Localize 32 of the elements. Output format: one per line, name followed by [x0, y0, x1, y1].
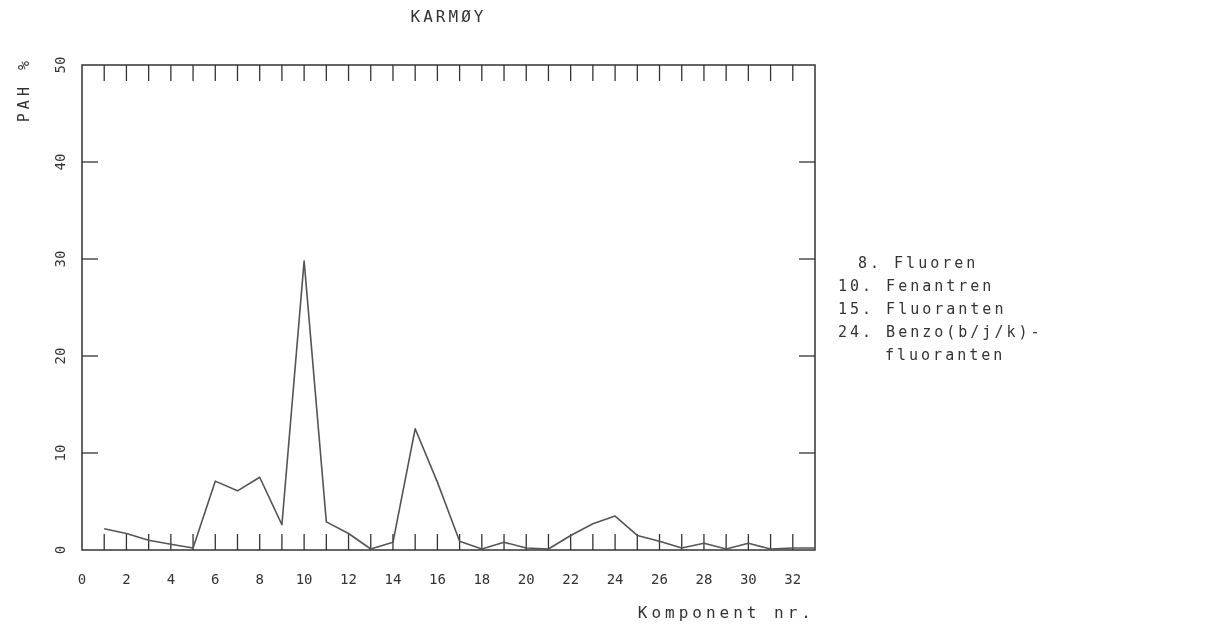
x-tick-label: 6 — [211, 571, 220, 587]
chart-title: KARMØY — [410, 7, 487, 26]
text: 24. Benzo(b/j/k)- — [838, 323, 1043, 341]
y-tick-label: 0 — [51, 545, 68, 555]
x-tick-label: 18 — [473, 571, 491, 587]
x-tick-label: 32 — [784, 571, 802, 587]
x-tick-label: 26 — [651, 571, 668, 587]
y-tick-label: 10 — [51, 444, 68, 462]
y-axis-title: PAH % — [15, 57, 34, 123]
x-axis-title: Komponent nr. — [637, 603, 815, 622]
y-tick-label: 20 — [51, 347, 68, 365]
y-tick-label: 40 — [51, 153, 68, 171]
x-tick-label: 12 — [340, 571, 357, 587]
x-tick-label: 14 — [384, 571, 402, 587]
text: fluoranten — [885, 346, 1006, 364]
x-tick-label: 22 — [562, 571, 580, 587]
x-tick-label: 10 — [295, 571, 313, 587]
x-tick-label: 30 — [739, 571, 757, 587]
x-tick-label: 28 — [695, 571, 713, 587]
text: 10. Fenantren — [838, 277, 995, 295]
x-tick-label: 16 — [428, 571, 446, 587]
y-tick-label: 30 — [51, 250, 68, 268]
x-tick-label: 4 — [166, 571, 176, 587]
x-tick-label: 0 — [77, 571, 87, 587]
x-tick-label: 20 — [517, 571, 535, 587]
x-tick-label: 8 — [255, 571, 264, 587]
y-tick-label: 50 — [51, 56, 68, 74]
text: 8. Fluoren — [858, 254, 979, 272]
line-series — [103, 260, 816, 550]
x-tick-label: 24 — [606, 571, 624, 587]
text: 15. Fluoranten — [838, 300, 1007, 318]
x-tick-label: 2 — [122, 571, 131, 587]
